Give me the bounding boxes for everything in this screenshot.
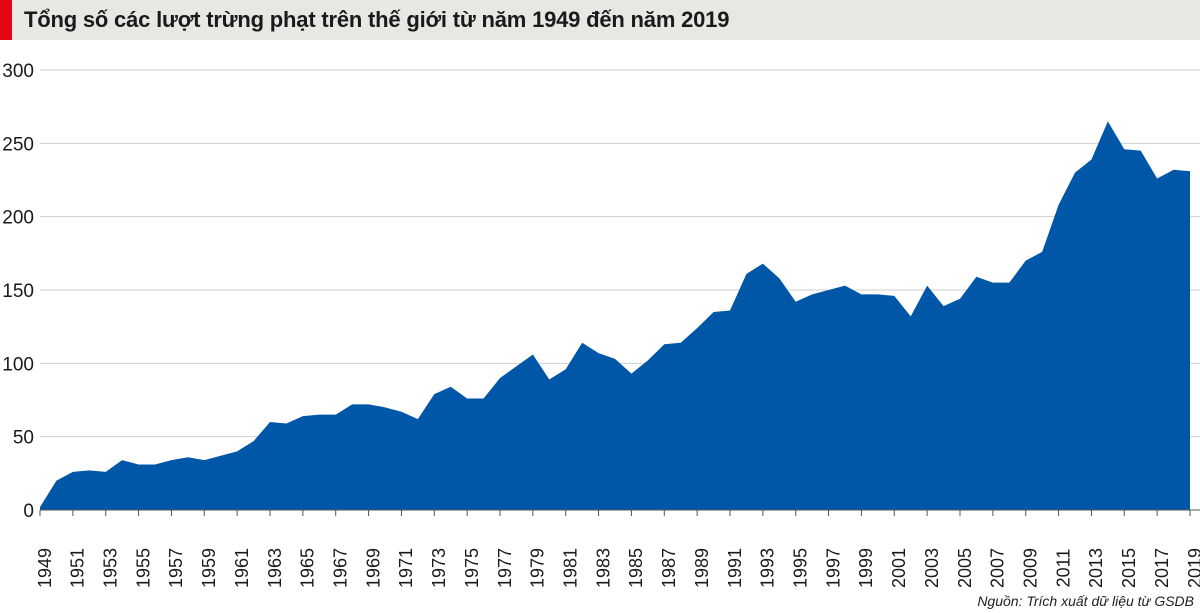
x-tick-label: 1973 bbox=[429, 548, 449, 588]
x-tick-label: 1989 bbox=[692, 548, 712, 588]
x-tick-label: 2007 bbox=[988, 548, 1008, 588]
x-tick-label: 1969 bbox=[363, 548, 383, 588]
x-tick-label: 2019 bbox=[1185, 548, 1200, 588]
source-note: Nguồn: Trích xuất dữ liệu từ GSDB bbox=[977, 593, 1194, 609]
x-tick-label: 1957 bbox=[166, 548, 186, 588]
x-tick-label: 2013 bbox=[1086, 548, 1106, 588]
y-tick-label: 0 bbox=[23, 501, 34, 522]
x-tick-label: 1991 bbox=[725, 548, 745, 588]
x-tick-label: 1977 bbox=[495, 548, 515, 588]
x-tick-label: 1953 bbox=[100, 548, 120, 588]
x-tick-label: 1985 bbox=[626, 548, 646, 588]
x-tick-label: 2005 bbox=[955, 548, 975, 588]
x-tick-label: 2015 bbox=[1119, 548, 1139, 588]
x-tick-label: 1999 bbox=[856, 548, 876, 588]
title-bar: Tổng số các lượt trừng phạt trên thế giớ… bbox=[0, 0, 1200, 40]
x-tick-label: 1955 bbox=[133, 548, 153, 588]
x-tick-label: 2017 bbox=[1152, 548, 1172, 588]
x-tick-label: 1961 bbox=[232, 548, 252, 588]
x-tick-label: 1965 bbox=[298, 548, 318, 588]
x-tick-label: 1993 bbox=[758, 548, 778, 588]
y-tick-label: 150 bbox=[2, 281, 34, 302]
chart-title: Tổng số các lượt trừng phạt trên thế giớ… bbox=[24, 7, 730, 32]
x-tick-label: 1949 bbox=[35, 548, 55, 588]
x-tick-label: 2009 bbox=[1020, 548, 1040, 588]
area-series bbox=[40, 121, 1190, 510]
x-tick-label: 1967 bbox=[330, 548, 350, 588]
x-tick-label: 1981 bbox=[560, 548, 580, 588]
x-tick-label: 2001 bbox=[889, 548, 909, 588]
x-tick-label: 2003 bbox=[922, 548, 942, 588]
x-tick-label: 1983 bbox=[593, 548, 613, 588]
x-tick-label: 1971 bbox=[396, 548, 416, 588]
x-tick-label: 1959 bbox=[199, 548, 219, 588]
y-tick-label: 250 bbox=[2, 134, 34, 155]
x-tick-label: 1995 bbox=[790, 548, 810, 588]
x-tick-label: 1975 bbox=[462, 548, 482, 588]
y-tick-label: 300 bbox=[2, 61, 34, 82]
x-tick-label: 1951 bbox=[68, 548, 88, 588]
y-tick-label: 50 bbox=[13, 428, 34, 449]
x-tick-label: 1987 bbox=[659, 548, 679, 588]
y-tick-label: 100 bbox=[2, 354, 34, 375]
y-tick-label: 200 bbox=[2, 208, 34, 229]
title-accent-bar bbox=[0, 0, 12, 40]
area-chart: 0 50 100 150 200 250 300 1949 1951 1953 1955 1957 19… bbox=[2, 61, 1200, 588]
x-tick-label: 2011 bbox=[1053, 549, 1073, 588]
x-tick-label: 1979 bbox=[528, 548, 548, 588]
x-tick-label: 1997 bbox=[823, 548, 843, 588]
x-tick-label: 1963 bbox=[265, 548, 285, 588]
